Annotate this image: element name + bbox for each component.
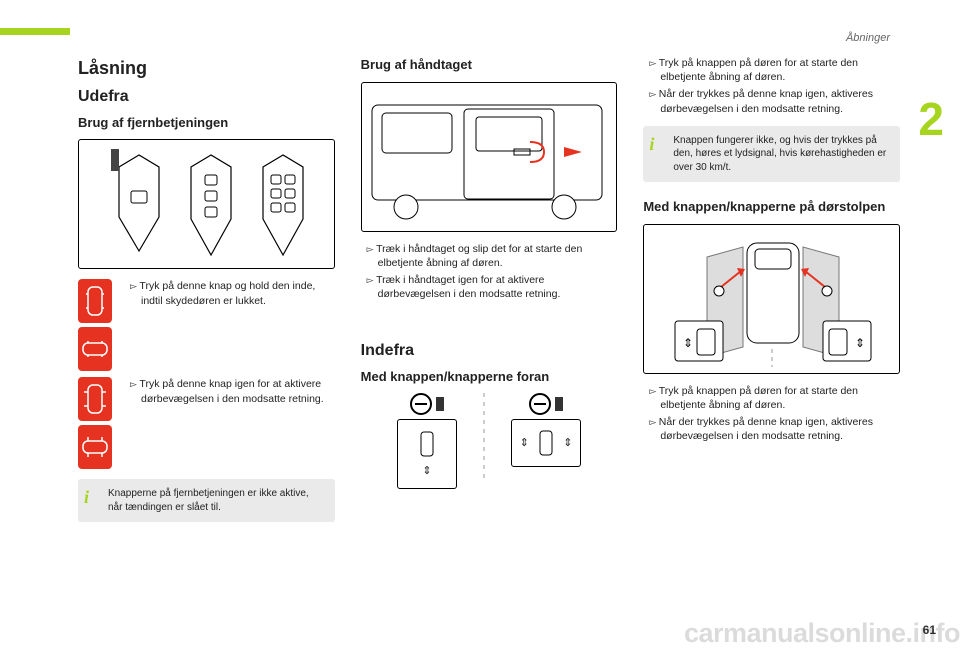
content-columns: Låsning Udefra Brug af fjernbetjeningen: [78, 56, 900, 609]
van-handle-svg: [364, 87, 614, 227]
steering-wheel-icon-2: [529, 393, 551, 415]
action-text-2: Tryk på denne knap igen for at aktivere …: [124, 377, 335, 408]
car-icon-stack-1: [78, 279, 112, 371]
column-1: Låsning Udefra Brug af fjernbetjeningen: [78, 56, 335, 609]
illustration-pillar: ⇕ ⇕: [643, 224, 900, 374]
handle-bullet-1: Træk i håndtaget og slip det for at star…: [367, 242, 618, 270]
action-1-text: Tryk på denne knap og hold den inde, ind…: [130, 279, 335, 307]
col3-top-bullet-2: Når der trykkes på denne knap igen, akti…: [649, 87, 900, 115]
info-box-speed: i Knappen fungerer ikke, og hvis der try…: [643, 126, 900, 183]
col3-bottom-bullets: Tryk på knappen på døren for at starte d…: [643, 384, 900, 444]
col3-bottom-bullet-1: Tryk på knappen på døren for at starte d…: [649, 384, 900, 412]
heading-handle: Brug af håndtaget: [361, 56, 618, 74]
car-icon-stack-2: [78, 377, 112, 469]
manual-page: Åbninger 2 Låsning Udefra Brug af fjernb…: [0, 0, 960, 649]
front-panel-right-group: ⇕ ⇕: [511, 393, 581, 467]
info-icon-2: i: [649, 132, 654, 156]
handle-bullets: Træk i håndtaget og slip det for at star…: [361, 242, 618, 302]
header-section-label: Åbninger: [846, 32, 890, 44]
steering-wheel-icon: [410, 393, 432, 415]
front-buttons-illus: ⇕ ⇕ ⇕: [361, 393, 618, 489]
pillar-svg: ⇕ ⇕: [647, 229, 897, 369]
action-text-1: Tryk på denne knap og hold den inde, ind…: [124, 279, 335, 310]
watermark: carmanualsonline.info: [684, 618, 960, 649]
dashboard-marker-icon-2: [555, 397, 563, 411]
column-3: Tryk på knappen på døren for at starte d…: [643, 56, 900, 609]
col3-top-bullet-1: Tryk på knappen på døren for at starte d…: [649, 56, 900, 84]
front-panel-left-group: ⇕: [397, 393, 457, 489]
heading-front-button: Med knappen/knapperne foran: [361, 368, 618, 386]
chapter-number: 2: [918, 92, 944, 146]
handle-bullet-2: Træk i håndtaget igen for at aktivere dø…: [367, 273, 618, 301]
accent-side-bar: [0, 28, 70, 35]
car-close-icon: [78, 279, 112, 323]
action-2-text: Tryk på denne knap igen for at aktivere …: [130, 377, 335, 405]
info-speed-text: Knappen fungerer ikke, og hvis der trykk…: [673, 135, 886, 173]
info-box-remote: i Knapperne på fjernbetjeningen er ikke …: [78, 479, 335, 522]
svg-text:⇕: ⇕: [855, 336, 865, 350]
action-row-1: Tryk på denne knap og hold den inde, ind…: [78, 279, 335, 371]
action-row-2: Tryk på denne knap igen for at aktivere …: [78, 377, 335, 469]
heading-remote: Brug af fjernbetjeningen: [78, 114, 335, 132]
car-open-side-icon: [78, 425, 112, 469]
heading-lasning: Låsning: [78, 56, 335, 80]
car-close-side-icon: [78, 327, 112, 371]
col3-bottom-bullet-2: Når der trykkes på denne knap igen, akti…: [649, 415, 900, 443]
car-open-icon: [78, 377, 112, 421]
remote-keys-svg: [91, 145, 321, 263]
panel-divider: [481, 393, 487, 483]
front-button-panel-left: ⇕: [397, 419, 457, 489]
info-remote-text: Knapperne på fjernbetjeningen er ikke ak…: [108, 488, 309, 513]
front-button-panel-right: ⇕ ⇕: [511, 419, 581, 467]
heading-indefra: Indefra: [361, 340, 618, 362]
heading-udefra: Udefra: [78, 86, 335, 108]
dashboard-marker-icon: [436, 397, 444, 411]
column-2: Brug af håndtaget Træk i håndt: [361, 56, 618, 609]
illustration-handle: [361, 82, 618, 232]
heading-pillar-button: Med knappen/knapperne på dørstolpen: [643, 198, 900, 216]
page-number: 61: [923, 623, 936, 637]
col3-top-bullets: Tryk på knappen på døren for at starte d…: [643, 56, 900, 116]
illustration-remote-keys: [78, 139, 335, 269]
info-icon: i: [84, 485, 89, 509]
svg-text:⇕: ⇕: [683, 336, 693, 350]
